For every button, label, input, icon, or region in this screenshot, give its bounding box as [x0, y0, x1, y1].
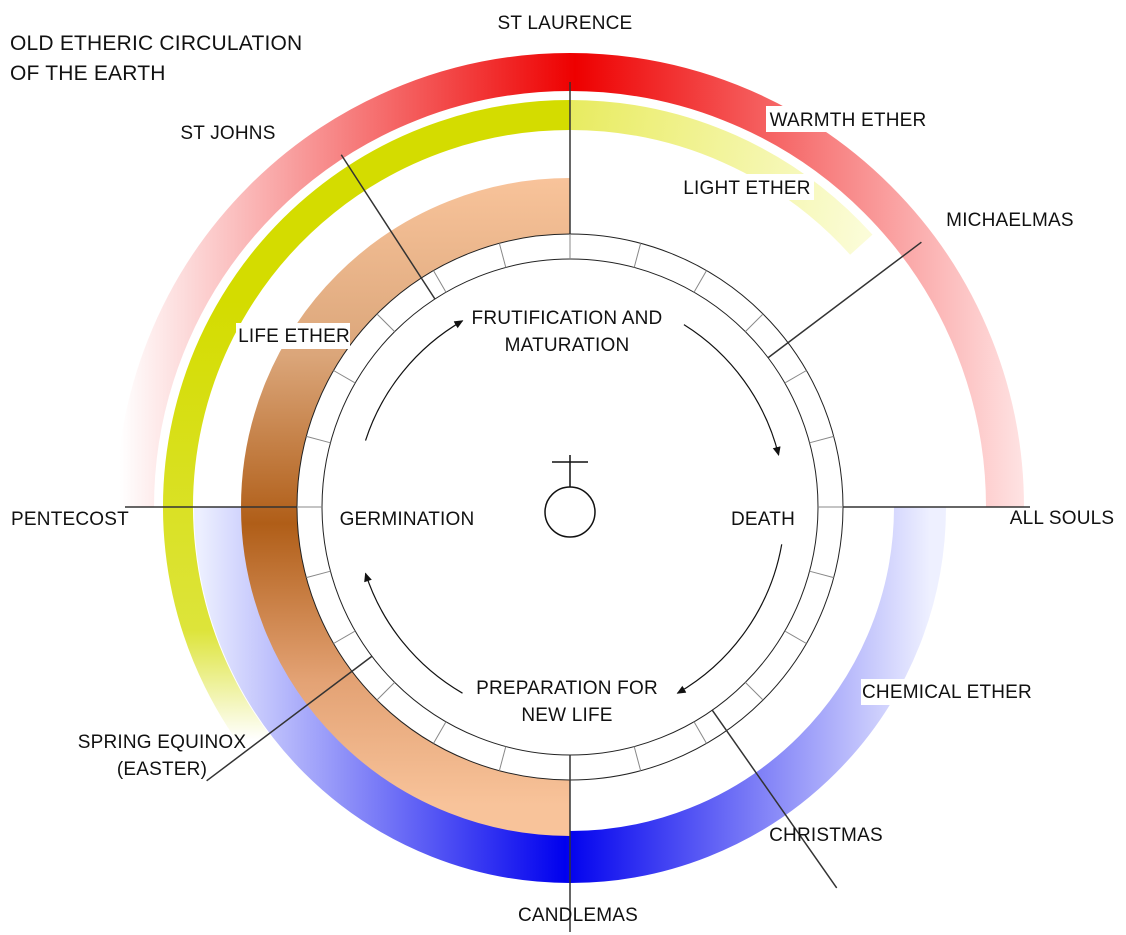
- light-ether-band-upper: [569, 100, 873, 255]
- life-label-bg: [236, 323, 350, 349]
- label-fruitification-2: MATURATION: [505, 335, 630, 356]
- calendar-segment-tick: [306, 570, 331, 579]
- label-light-ether: LIGHT ETHER: [683, 178, 810, 199]
- calendar-segment-tick: [784, 630, 807, 644]
- title-line-2: OF THE EARTH: [10, 62, 166, 85]
- calendar-segment-tick: [498, 243, 507, 268]
- calendar-segment-tick: [693, 721, 707, 744]
- arrow-fruitification-to-death: [683, 324, 781, 456]
- arrow-germination-to-fruitification: [364, 320, 464, 441]
- michaelmas-line: [767, 241, 922, 359]
- calendar-segment-tick: [433, 721, 447, 744]
- label-warmth-ether: WARMTH ETHER: [770, 110, 927, 131]
- label-chemical-ether: CHEMICAL ETHER: [862, 682, 1032, 703]
- label-pentecost: PENTECOST: [11, 509, 129, 530]
- calendar-segment-tick: [633, 243, 642, 268]
- label-all-souls: ALL SOULS: [1010, 508, 1115, 529]
- title-line-1: OLD ETHERIC CIRCULATION: [10, 32, 302, 55]
- spring-equinox-line: [206, 655, 373, 782]
- label-easter: (EASTER): [117, 759, 207, 780]
- calendar-segment-tick: [376, 682, 395, 701]
- phase-arrows: [364, 320, 783, 694]
- label-michaelmas: MICHAELMAS: [946, 210, 1074, 231]
- calendar-segment-tick: [498, 746, 507, 771]
- calendar-segment-tick: [809, 570, 834, 579]
- label-life-ether: LIFE ETHER: [238, 326, 350, 347]
- earth-symbol-icon: [544, 455, 596, 538]
- calendar-segment-tick: [333, 370, 356, 384]
- label-christmas: CHRISTMAS: [769, 825, 883, 846]
- st-johns-line: [340, 154, 436, 300]
- calendar-segment-tick: [693, 270, 707, 293]
- calendar-segment-tick: [784, 370, 807, 384]
- label-germination: GERMINATION: [340, 509, 475, 530]
- calendar-segment-tick: [306, 435, 331, 444]
- calendar-segment-tick: [633, 746, 642, 771]
- arrow-death-to-preparation: [676, 544, 783, 694]
- festival-lines: [125, 82, 1030, 932]
- warmth-label-bg: [766, 106, 932, 132]
- label-fruitification-1: FRUTIFICATION AND: [472, 308, 663, 329]
- warmth-ether-band: [116, 53, 1024, 508]
- light-ether-band-left: [163, 100, 571, 876]
- chemical-label-bg: [861, 679, 1034, 705]
- calendar-segment-tick: [745, 682, 764, 701]
- calendar-segment-tick: [745, 313, 764, 332]
- label-candlemas: CANDLEMAS: [518, 905, 638, 926]
- label-death: DEATH: [731, 509, 795, 530]
- calendar-segment-tick: [376, 313, 395, 332]
- arrow-preparation-to-germination: [364, 572, 463, 694]
- calendar-segment-tick: [333, 630, 356, 644]
- label-preparation-2: NEW LIFE: [521, 705, 612, 726]
- calendar-segment-tick: [809, 435, 834, 444]
- label-st-johns: ST JOHNS: [180, 123, 275, 144]
- label-spring-equinox: SPRING EQUINOX: [78, 732, 247, 753]
- christmas-line: [711, 709, 838, 889]
- light-label-bg: [680, 174, 814, 200]
- label-st-laurence: ST LAURENCE: [498, 13, 633, 34]
- calendar-ring: [296, 233, 844, 781]
- label-preparation-1: PREPARATION FOR: [476, 678, 658, 699]
- calendar-segment-tick: [433, 270, 447, 293]
